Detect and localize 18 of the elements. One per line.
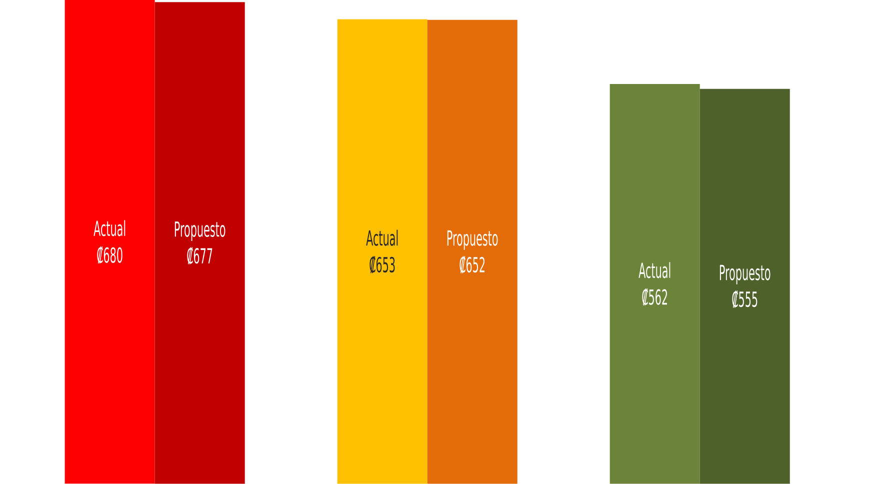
text: Propuesto	[174, 222, 226, 242]
bar	[154, 2, 245, 484]
data-label: ₡562	[642, 288, 668, 306]
bar	[427, 20, 518, 484]
series-label: Propuesto	[447, 230, 498, 250]
data-label: ₡680	[97, 246, 122, 264]
bar	[610, 84, 700, 484]
text: Actual	[366, 230, 398, 246]
data-label: ₡652	[460, 256, 485, 274]
bar	[337, 19, 428, 484]
bar	[64, 0, 155, 484]
data-label: ₡653	[370, 256, 395, 274]
bar	[700, 89, 790, 484]
series-label: Actual	[638, 262, 670, 278]
data-label: ₡555	[732, 290, 758, 308]
data-label: ₡677	[187, 247, 212, 264]
text: Propuesto	[720, 265, 770, 285]
text: Actual	[94, 220, 126, 236]
